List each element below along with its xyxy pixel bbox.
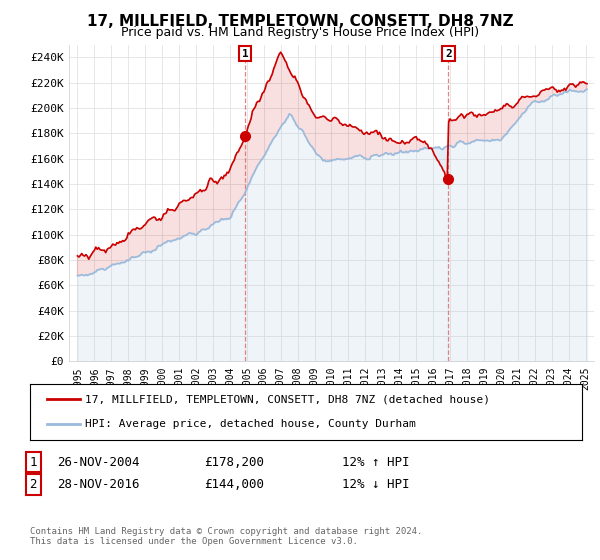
Text: 12% ↑ HPI: 12% ↑ HPI bbox=[342, 455, 409, 469]
Text: 26-NOV-2004: 26-NOV-2004 bbox=[57, 455, 139, 469]
Text: £144,000: £144,000 bbox=[204, 478, 264, 491]
Text: 28-NOV-2016: 28-NOV-2016 bbox=[57, 478, 139, 491]
Text: 2: 2 bbox=[29, 478, 37, 491]
Text: 17, MILLFIELD, TEMPLETOWN, CONSETT, DH8 7NZ (detached house): 17, MILLFIELD, TEMPLETOWN, CONSETT, DH8 … bbox=[85, 394, 490, 404]
Text: HPI: Average price, detached house, County Durham: HPI: Average price, detached house, Coun… bbox=[85, 419, 416, 429]
Text: 1: 1 bbox=[29, 455, 37, 469]
Text: £178,200: £178,200 bbox=[204, 455, 264, 469]
Text: 2: 2 bbox=[445, 49, 452, 59]
Text: Contains HM Land Registry data © Crown copyright and database right 2024.
This d: Contains HM Land Registry data © Crown c… bbox=[30, 526, 422, 546]
Text: 17, MILLFIELD, TEMPLETOWN, CONSETT, DH8 7NZ: 17, MILLFIELD, TEMPLETOWN, CONSETT, DH8 … bbox=[86, 14, 514, 29]
Text: 12% ↓ HPI: 12% ↓ HPI bbox=[342, 478, 409, 491]
Text: Price paid vs. HM Land Registry's House Price Index (HPI): Price paid vs. HM Land Registry's House … bbox=[121, 26, 479, 39]
Text: 1: 1 bbox=[242, 49, 248, 59]
